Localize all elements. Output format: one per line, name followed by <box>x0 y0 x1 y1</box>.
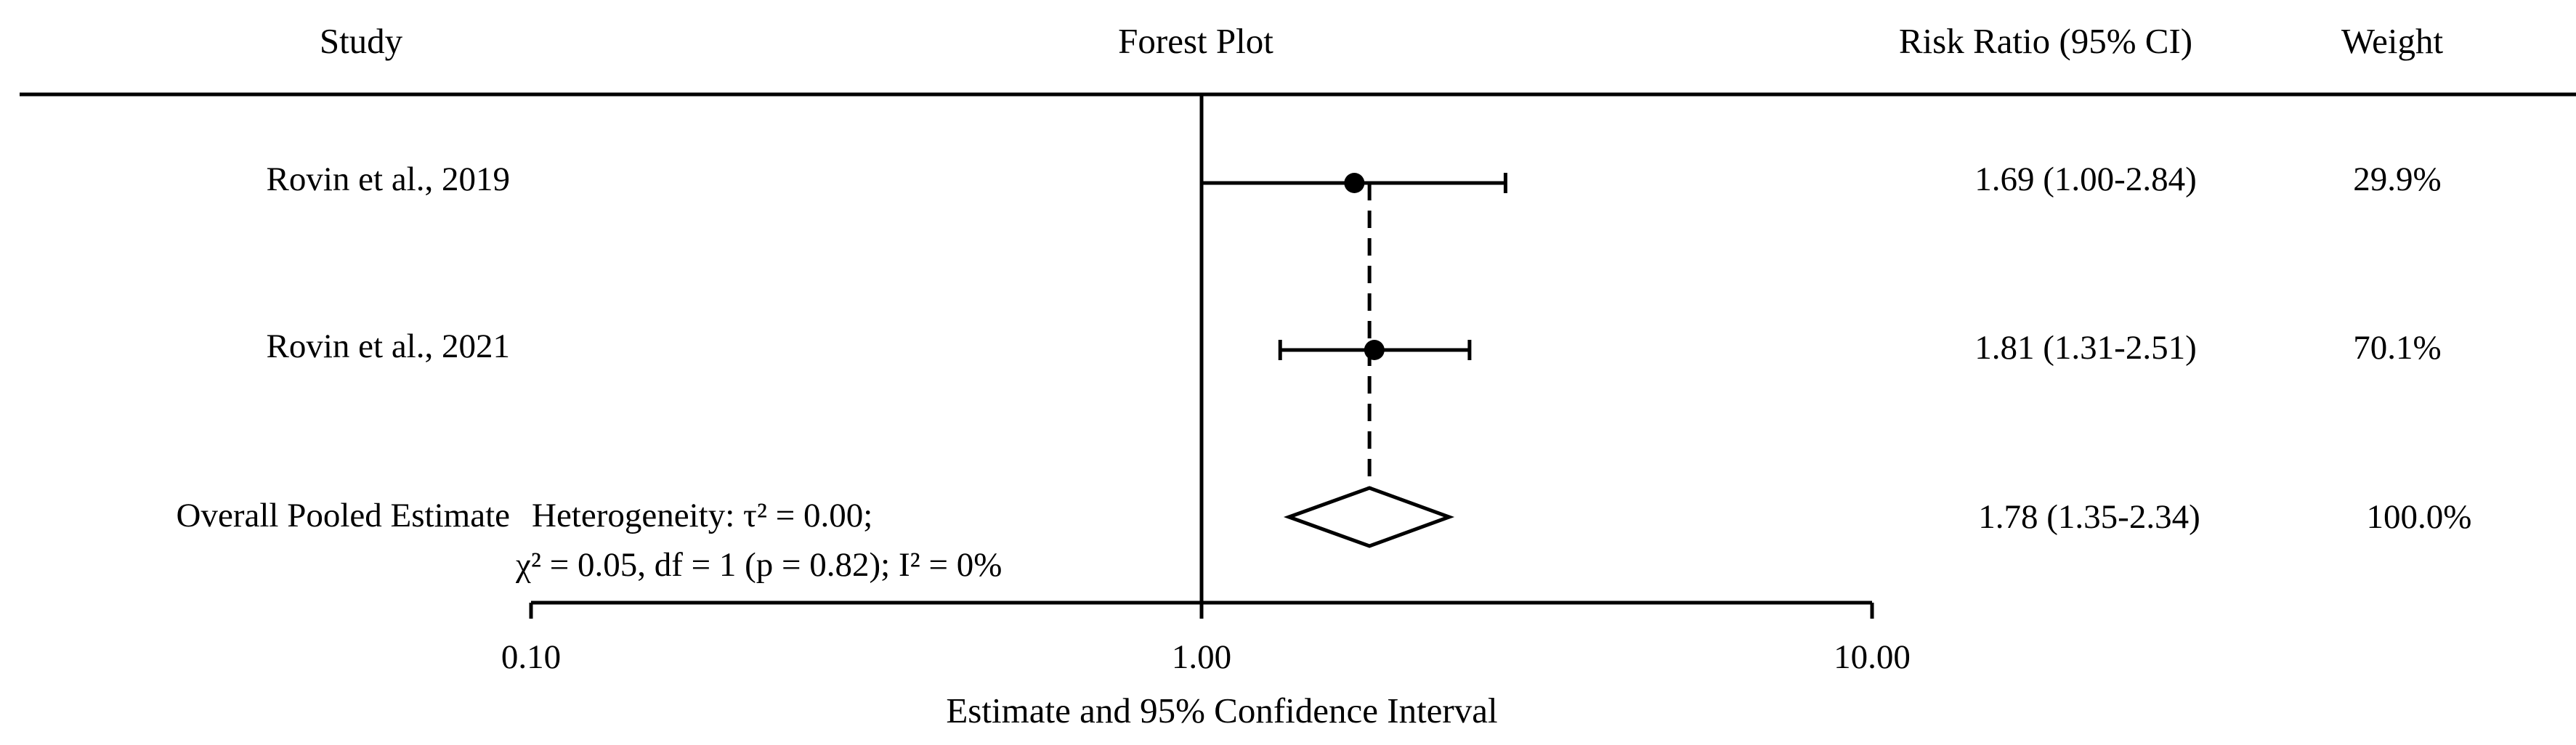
x-tick-label-2: 1.00 <box>1172 638 1231 676</box>
header-weight: Weight <box>2341 21 2444 61</box>
header-study: Study <box>320 21 403 61</box>
study-label-2: Rovin et al., 2021 <box>267 327 511 365</box>
x-axis-label: Estimate and 95% Confidence Interval <box>946 691 1497 730</box>
pooled-weight: 100.0% <box>2367 498 2472 536</box>
study-point-2 <box>1364 340 1385 360</box>
study-weight-2: 70.1% <box>2353 329 2441 367</box>
pooled-diamond <box>1283 486 1455 548</box>
heterogeneity-line-2: χ² = 0.05, df = 1 (p = 0.82); I² = 0% <box>515 546 1002 584</box>
study-label-1: Rovin et al., 2019 <box>267 160 511 198</box>
study-ci-text-2: 1.81 (1.31-2.51) <box>1974 329 2196 367</box>
header-risk-ratio: Risk Ratio (95% CI) <box>1899 21 2192 61</box>
header-forest-plot: Forest Plot <box>1118 21 1273 61</box>
study-weight-1: 29.9% <box>2353 160 2441 198</box>
study-ci-text-1: 1.69 (1.00-2.84) <box>1974 160 2196 198</box>
pooled-label: Overall Pooled Estimate <box>177 497 510 534</box>
heterogeneity-line-1: Heterogeneity: τ² = 0.00; <box>532 497 872 534</box>
x-tick-label-1: 0.10 <box>501 638 561 676</box>
study-point-1 <box>1344 173 1365 193</box>
pooled-ci-text: 1.78 (1.35-2.34) <box>1978 498 2200 536</box>
plot-area: 0.10 1.00 10.00 <box>501 94 1911 676</box>
x-tick-label-3: 10.00 <box>1834 638 1911 676</box>
